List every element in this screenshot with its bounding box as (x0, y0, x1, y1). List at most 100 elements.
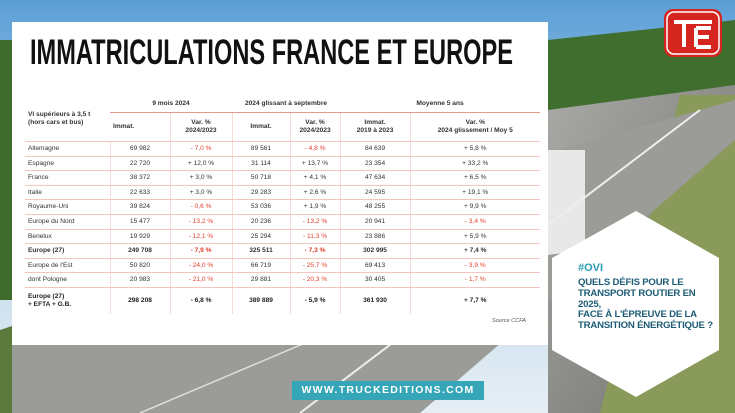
website[interactable]: WWW.TRUCKEDITIONS.COM (292, 381, 484, 400)
cell: + 5,8 % (409, 141, 541, 157)
logo-mark (674, 20, 712, 49)
table-row: Europe (27) 249 708- 7,9 % 325 511- 7,3 % 3… (25, 243, 541, 259)
headline: QUELS DÉFIS POUR LE TRANSPORT ROUTIER EN… (578, 277, 713, 332)
cell: 23 886 (339, 229, 411, 245)
cell: 53 036 (231, 199, 291, 215)
row-label: Europe (27) + EFTA + G.B. (28, 293, 72, 308)
cell: - 3,4 % (409, 214, 541, 230)
cell: + 12,0 % (169, 156, 233, 172)
cell: + 33,2 % (409, 156, 541, 172)
cell: - 20,3 % (289, 272, 341, 288)
cell: - 25,7 % (289, 258, 341, 274)
cell: 389 889 (231, 287, 291, 314)
cell: 47 634 (339, 170, 411, 186)
title: IMMATRICULATIONS FRANCE ET EUROPE (30, 33, 513, 72)
cell: 24 595 (339, 185, 411, 201)
cell: 19 929 (109, 229, 170, 245)
cell: 20 983 (109, 272, 170, 288)
cell: + 1,9 % (289, 199, 341, 215)
column-header-row: Immat. Var. % 2024/2023 Immat. Var. % 2024/… (25, 112, 541, 142)
row-label: Espagne (25, 156, 110, 172)
cell: 30 405 (339, 272, 411, 288)
row-label: Europe (27) (25, 243, 110, 259)
cell: - 5,9 % (289, 287, 341, 314)
cell: 20 236 (231, 214, 291, 230)
cell: + 7,4 % (409, 243, 541, 259)
group-header-row: Vl supérieurs à 3,5 t (hors cars et bus)… (25, 96, 541, 142)
cell: - 7,0 % (169, 141, 233, 157)
cell: 84 639 (339, 141, 411, 157)
table-row: Europe du Nord 15 477- 13,2 % 20 236- 13,2… (25, 214, 541, 230)
table-row: Europe de l'Est 50 820- 24,0 % 66 719- 25,… (25, 258, 541, 274)
cell: + 13,7 % (289, 156, 341, 172)
cell: - 6,8 % (169, 287, 233, 314)
cell: 89 561 (231, 141, 291, 157)
cell: - 7,3 % (289, 243, 341, 259)
row-label: Benelux (25, 229, 110, 245)
row-label: Europe de l'Est (25, 258, 110, 274)
cell: - 7,9 % (169, 243, 233, 259)
cell: 325 511 (231, 243, 291, 259)
column-header: Var. % 2024 glissement / Moy 5 (409, 112, 541, 142)
row-label: dont Pologne (25, 272, 110, 288)
cell: 22 633 (109, 185, 170, 201)
cell: + 6,5 % (409, 170, 541, 186)
cell: + 9,9 % (409, 199, 541, 215)
hashtag: #OVI (578, 262, 604, 274)
cell: 69 982 (109, 141, 170, 157)
table-card: IMMATRICULATIONS FRANCE ET EUROPE Vl sup… (12, 22, 548, 345)
cell: 302 995 (339, 243, 411, 259)
cell: - 13,2 % (169, 214, 233, 230)
cell: 22 720 (109, 156, 170, 172)
cell: 29 881 (231, 272, 291, 288)
cell: 298 208 (109, 287, 170, 314)
cell: - 24,0 % (169, 258, 233, 274)
row-label: France (25, 170, 110, 186)
cell: 31 114 (231, 156, 291, 172)
table-row: Espagne 22 720 + 12,0 % 31 114 + 13,7 % 23 35… (25, 156, 541, 172)
hexagon (552, 211, 719, 397)
table-row: Allemagne 69 982- 7,0 % 89 561- 4,8 % 84 63… (25, 141, 541, 157)
column-header: Immat. 2019 à 2023 (339, 112, 411, 142)
title-area: IMMATRICULATIONS FRANCE ET EUROPE (30, 33, 513, 72)
cell: + 4,1 % (289, 170, 341, 186)
row-label: Allemagne (25, 141, 110, 157)
cell: 50 718 (231, 170, 291, 186)
group-header: 9 mois 2024 (110, 96, 233, 113)
table-row: Benelux 19 929- 12,1 % 25 294- 11,3 % 23 88… (25, 229, 541, 245)
cell: - 0,6 % (169, 199, 233, 215)
cell: + 3,0 % (169, 170, 233, 186)
cell: 66 719 (231, 258, 291, 274)
cell: - 21,0 % (169, 272, 233, 288)
cell: 23 354 (339, 156, 411, 172)
cell: 25 294 (231, 229, 291, 245)
registrations-table: Vl supérieurs à 3,5 t (hors cars et bus)… (25, 96, 541, 314)
cell: + 19,1 % (409, 185, 541, 201)
column-header: Var. % 2024/2023 (169, 112, 233, 142)
cell: 249 708 (109, 243, 170, 259)
table-row: dont Pologne 20 983- 21,0 % 29 881- 20,3 %… (25, 272, 541, 288)
cell: - 3,9 % (409, 258, 541, 274)
cell: 38 372 (109, 170, 170, 186)
logo-border (666, 11, 720, 55)
group-header: Moyenne 5 ans (340, 96, 541, 113)
cell: 39 824 (109, 199, 170, 215)
cell: - 1,7 % (409, 272, 541, 288)
row-header: Vl supérieurs à 3,5 t (hors cars et bus) (25, 96, 110, 142)
cell: + 2,6 % (289, 185, 341, 201)
cell: - 11,3 % (289, 229, 341, 245)
table-row: Europe (27) + EFTA + G.B. 298 208- 6,8 % 3… (25, 287, 541, 314)
cell: 69 413 (339, 258, 411, 274)
group-header: 2024 glissant à septembre (232, 96, 341, 113)
cell: 361 930 (339, 287, 411, 314)
cell: - 13,2 % (289, 214, 341, 230)
source-note: Source CCFA (491, 318, 526, 324)
cell: 15 477 (109, 214, 170, 230)
cell: 29 283 (231, 185, 291, 201)
table-row: Royaume-Uni 39 824- 0,6 % 53 036 + 1,9 % 48 … (25, 199, 541, 215)
column-header: Var. % 2024/2023 (289, 112, 341, 142)
row-label: Royaume-Uni (25, 199, 110, 215)
table-row: France 38 372 + 3,0 % 50 718 + 4,1 % 47 634 + … (25, 170, 541, 186)
cell: - 12,1 % (169, 229, 233, 245)
cell: + 3,0 % (169, 185, 233, 201)
